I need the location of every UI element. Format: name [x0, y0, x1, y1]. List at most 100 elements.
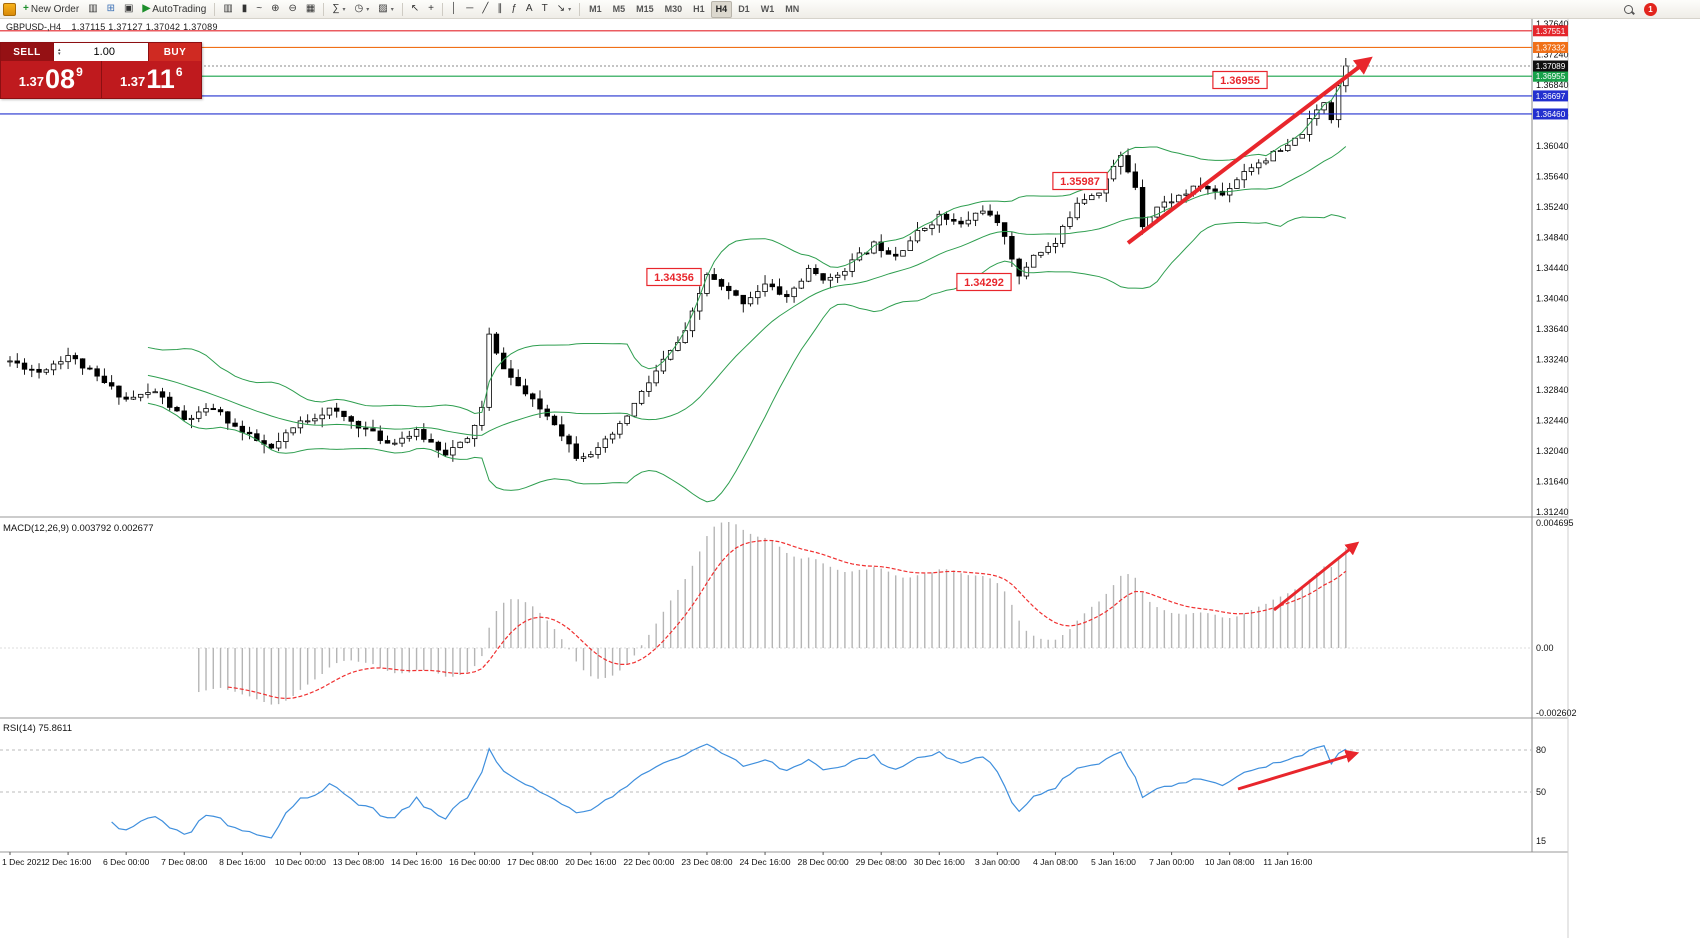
svg-text:1.36955: 1.36955 — [1220, 75, 1260, 87]
new-order-label: New Order — [30, 3, 80, 15]
svg-text:-0.002602: -0.002602 — [1536, 708, 1577, 718]
caret-icon: ▾ — [390, 6, 394, 13]
sell-price[interactable]: 1.37 08 9 — [1, 61, 102, 98]
chart-title: GBPUSD-,H4 1.37115 1.37127 1.37042 1.370… — [6, 22, 218, 32]
svg-text:7 Dec 08:00: 7 Dec 08:00 — [161, 857, 208, 867]
notification-badge[interactable]: 1 — [1644, 2, 1657, 16]
bollinger-bands — [147, 74, 1347, 503]
bar-chart-icon[interactable]: ▥ — [223, 3, 233, 14]
svg-text:5 Jan 16:00: 5 Jan 16:00 — [1091, 857, 1136, 867]
timeframe-mn-button[interactable]: MN — [785, 4, 800, 14]
rsi-layer — [0, 743, 1532, 839]
timeframe-m1-button[interactable]: M1 — [589, 4, 602, 14]
templates-button[interactable]: ▨ ▾ — [374, 1, 397, 18]
new-chart-icon[interactable]: ⊞ — [106, 3, 116, 14]
timeframe-m15-button[interactable]: M15 — [636, 4, 654, 14]
periods-button[interactable]: ◷ ▾ — [351, 1, 374, 18]
pane-separators — [0, 18, 1569, 938]
line-chart-icon[interactable]: ~ — [256, 3, 263, 14]
svg-text:1.34292: 1.34292 — [964, 277, 1004, 289]
one-click-trading-panel: SELL ▴ ▾ 1.00 BUY 1.37 08 9 1.37 11 6 — [0, 42, 202, 99]
svg-text:0.004695: 0.004695 — [1536, 518, 1574, 528]
svg-text:MACD(12,26,9) 0.003792 0.00267: MACD(12,26,9) 0.003792 0.002677 — [3, 523, 154, 534]
svg-text:13 Dec 08:00: 13 Dec 08:00 — [333, 857, 384, 867]
trendline-tool-icon[interactable]: ╱ — [482, 3, 489, 14]
zoom-in-icon[interactable]: ⊕ — [271, 3, 280, 14]
svg-text:1.32840: 1.32840 — [1536, 385, 1569, 395]
timeframe-h1-button[interactable]: H1 — [693, 4, 705, 14]
candlestick-chart-icon[interactable]: ▮ — [241, 3, 248, 14]
ohlc-values: 1.37115 1.37127 1.37042 1.37089 — [71, 22, 218, 32]
sell-button[interactable]: SELL — [1, 43, 53, 61]
search-button[interactable] — [1620, 1, 1637, 18]
cursor-tool-icon[interactable]: ↖ — [410, 3, 420, 14]
svg-text:1.35240: 1.35240 — [1536, 202, 1569, 212]
tile-windows-icon[interactable]: ▦ — [305, 3, 316, 14]
svg-text:24 Dec 16:00: 24 Dec 16:00 — [739, 857, 790, 867]
svg-text:1.36840: 1.36840 — [1536, 80, 1569, 90]
tick-chart-icon[interactable]: ▥ — [88, 3, 98, 14]
horizontal-line-tool-icon[interactable]: ─ — [466, 3, 474, 14]
svg-text:1.32440: 1.32440 — [1536, 416, 1569, 426]
timeframe-w1-button[interactable]: W1 — [760, 4, 775, 14]
channel-tool-icon[interactable]: ∥ — [497, 3, 503, 14]
indicators-icon: ∑ — [332, 3, 340, 14]
vertical-line-tool-icon[interactable]: │ — [450, 3, 458, 14]
indicators-button[interactable]: ∑ ▾ — [328, 1, 349, 18]
toolbar-separator — [214, 2, 216, 16]
timeframe-h4-button[interactable]: H4 — [710, 0, 733, 18]
svg-text:1.33640: 1.33640 — [1536, 324, 1569, 334]
caret-icon: ▾ — [342, 6, 346, 13]
buy-price[interactable]: 1.37 11 6 — [102, 61, 202, 98]
profiles-icon[interactable]: ▣ — [124, 3, 134, 14]
buy-price-sup: 6 — [175, 65, 183, 79]
svg-text:7 Jan 00:00: 7 Jan 00:00 — [1149, 857, 1194, 867]
trading-chart[interactable]: 1.376401.372401.368401.364401.360401.356… — [0, 18, 1700, 938]
zoom-out-icon[interactable]: ⊖ — [288, 3, 297, 14]
fibonacci-tool-icon[interactable]: ƒ — [511, 3, 517, 14]
svg-text:1.37240: 1.37240 — [1536, 50, 1569, 60]
toolbar-separator — [441, 2, 443, 16]
periods-icon: ◷ — [354, 3, 364, 14]
svg-text:20 Dec 16:00: 20 Dec 16:00 — [565, 857, 616, 867]
svg-text:10 Jan 08:00: 10 Jan 08:00 — [1205, 857, 1255, 867]
svg-text:1.37089: 1.37089 — [1536, 62, 1566, 71]
label-tool-icon[interactable]: T — [541, 3, 548, 14]
app-icon — [3, 2, 16, 16]
autotrading-label: AutoTrading — [152, 3, 207, 15]
buy-price-base: 1.37 — [119, 74, 146, 89]
svg-text:1.34840: 1.34840 — [1536, 233, 1569, 243]
svg-text:80: 80 — [1536, 745, 1546, 755]
svg-text:1.31640: 1.31640 — [1536, 477, 1569, 487]
timeframe-m30-button[interactable]: M30 — [664, 4, 683, 14]
toolbar: + New Order ▥ ⊞ ▣ ▶ AutoTrading ▥ ▮ ~ ⊕ … — [0, 0, 1700, 19]
text-tool-icon[interactable]: A — [525, 3, 533, 14]
arrows-tool-button[interactable]: ↘ ▾ — [553, 1, 575, 18]
svg-text:11 Jan 16:00: 11 Jan 16:00 — [1263, 857, 1312, 867]
svg-text:29 Dec 08:00: 29 Dec 08:00 — [856, 857, 907, 867]
svg-text:17 Dec 08:00: 17 Dec 08:00 — [507, 857, 558, 867]
svg-text:1.34440: 1.34440 — [1536, 263, 1569, 273]
volume-stepper[interactable]: ▴ ▾ — [58, 47, 61, 57]
timeframe-m5-button[interactable]: M5 — [612, 4, 626, 14]
buy-price-big: 11 — [146, 64, 175, 94]
svg-text:1.36697: 1.36697 — [1536, 92, 1566, 101]
svg-text:1.36460: 1.36460 — [1536, 110, 1566, 119]
new-order-button[interactable]: + New Order — [19, 1, 83, 18]
volume-input[interactable]: ▴ ▾ 1.00 — [53, 43, 149, 61]
svg-text:16 Dec 00:00: 16 Dec 00:00 — [449, 857, 500, 867]
buy-button[interactable]: BUY — [149, 43, 201, 61]
svg-text:1.34356: 1.34356 — [654, 272, 694, 284]
symbol-period-label: GBPUSD-,H4 — [6, 22, 62, 32]
autotrading-button[interactable]: ▶ AutoTrading — [139, 1, 211, 18]
volume-value: 1.00 — [93, 46, 115, 58]
sell-price-sup: 9 — [76, 65, 83, 79]
svg-text:2 Dec 16:00: 2 Dec 16:00 — [45, 857, 92, 867]
svg-text:30 Dec 16:00: 30 Dec 16:00 — [914, 857, 965, 867]
timeframe-d1-button[interactable]: D1 — [738, 4, 750, 14]
svg-text:0.00: 0.00 — [1536, 643, 1554, 653]
crosshair-tool-icon[interactable]: + — [428, 3, 434, 14]
stepper-down-icon[interactable]: ▾ — [58, 51, 61, 57]
stepper-up-icon[interactable]: ▴ — [58, 47, 61, 53]
